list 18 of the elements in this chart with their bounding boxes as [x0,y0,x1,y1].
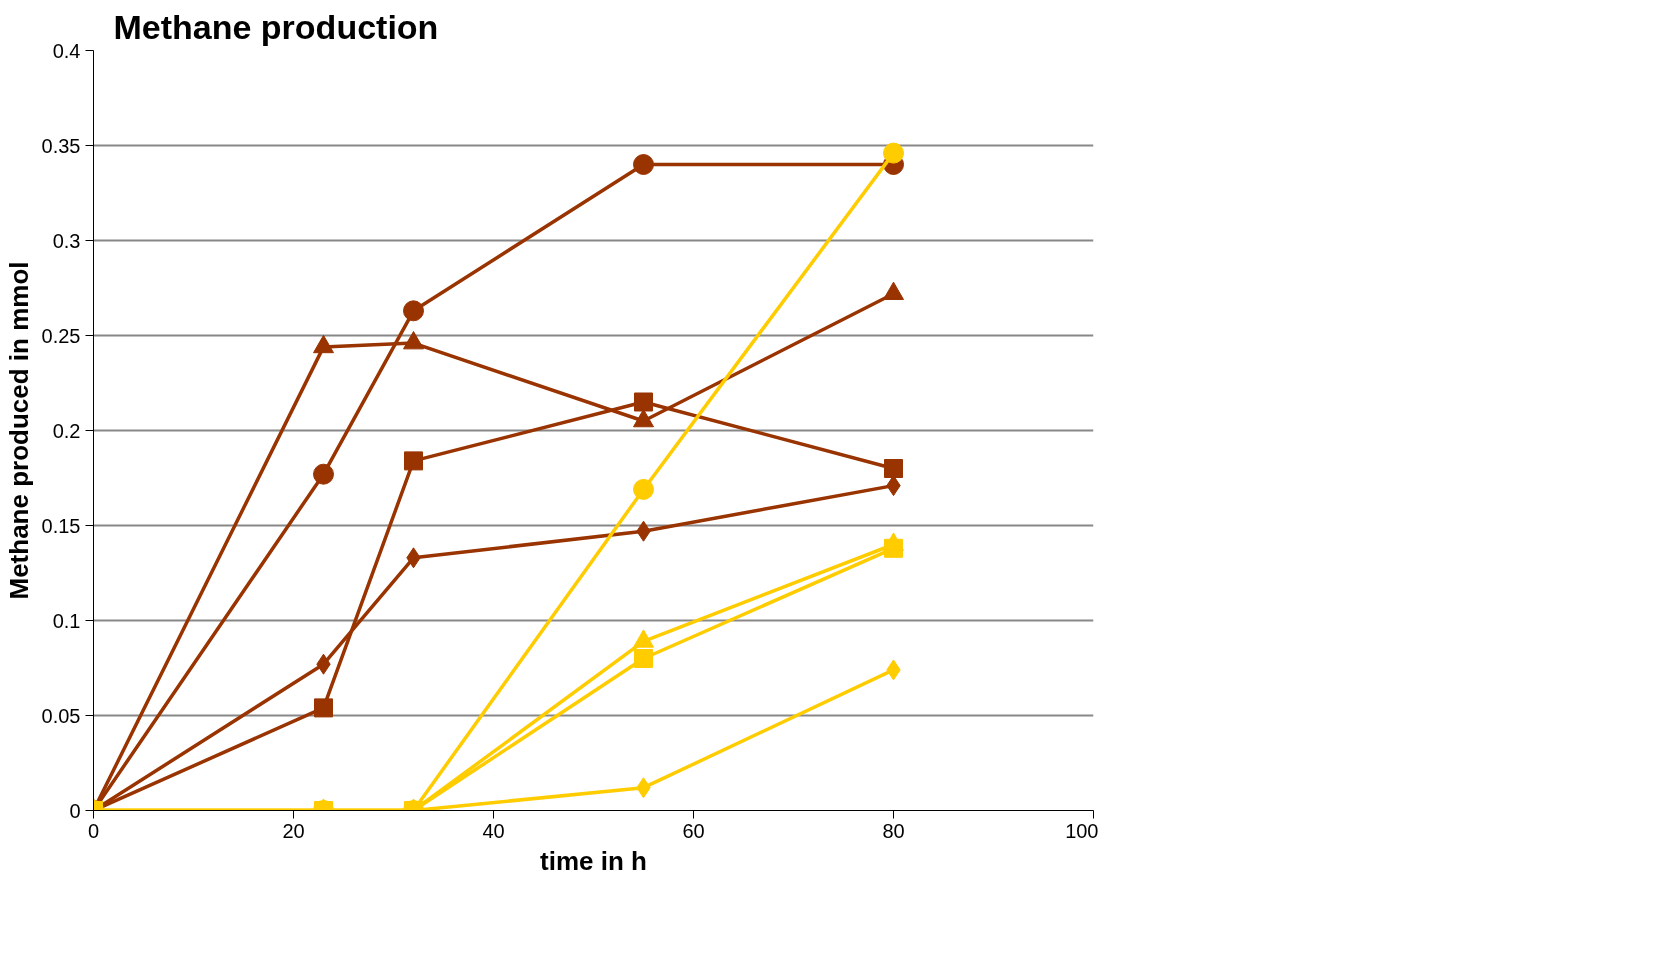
x-tick-label: 40 [482,819,505,842]
x-tick-label: 20 [282,819,305,842]
y-tick-label: 0.2 [52,419,81,442]
y-tick-label: 0 [69,799,81,822]
chart-title: Methane production [113,7,439,46]
y-tick-label: 0.1 [52,609,81,632]
y-tick-label: 0.35 [41,134,81,157]
y-axis-title: Methane produced in mmol [3,261,34,600]
y-tick-label: 0.25 [41,324,81,347]
x-axis-title: time in h [540,845,647,876]
y-tick-label: 0.3 [52,229,81,252]
x-tick-label: 0 [87,819,100,842]
x-tick-label: 80 [882,819,905,842]
y-tick-label: 0.4 [52,39,81,62]
y-tick-label: 0.05 [41,704,81,727]
x-tick-label: 60 [682,819,705,842]
x-tick-label: 100 [1065,819,1099,842]
y-tick-label: 0.15 [41,514,81,537]
